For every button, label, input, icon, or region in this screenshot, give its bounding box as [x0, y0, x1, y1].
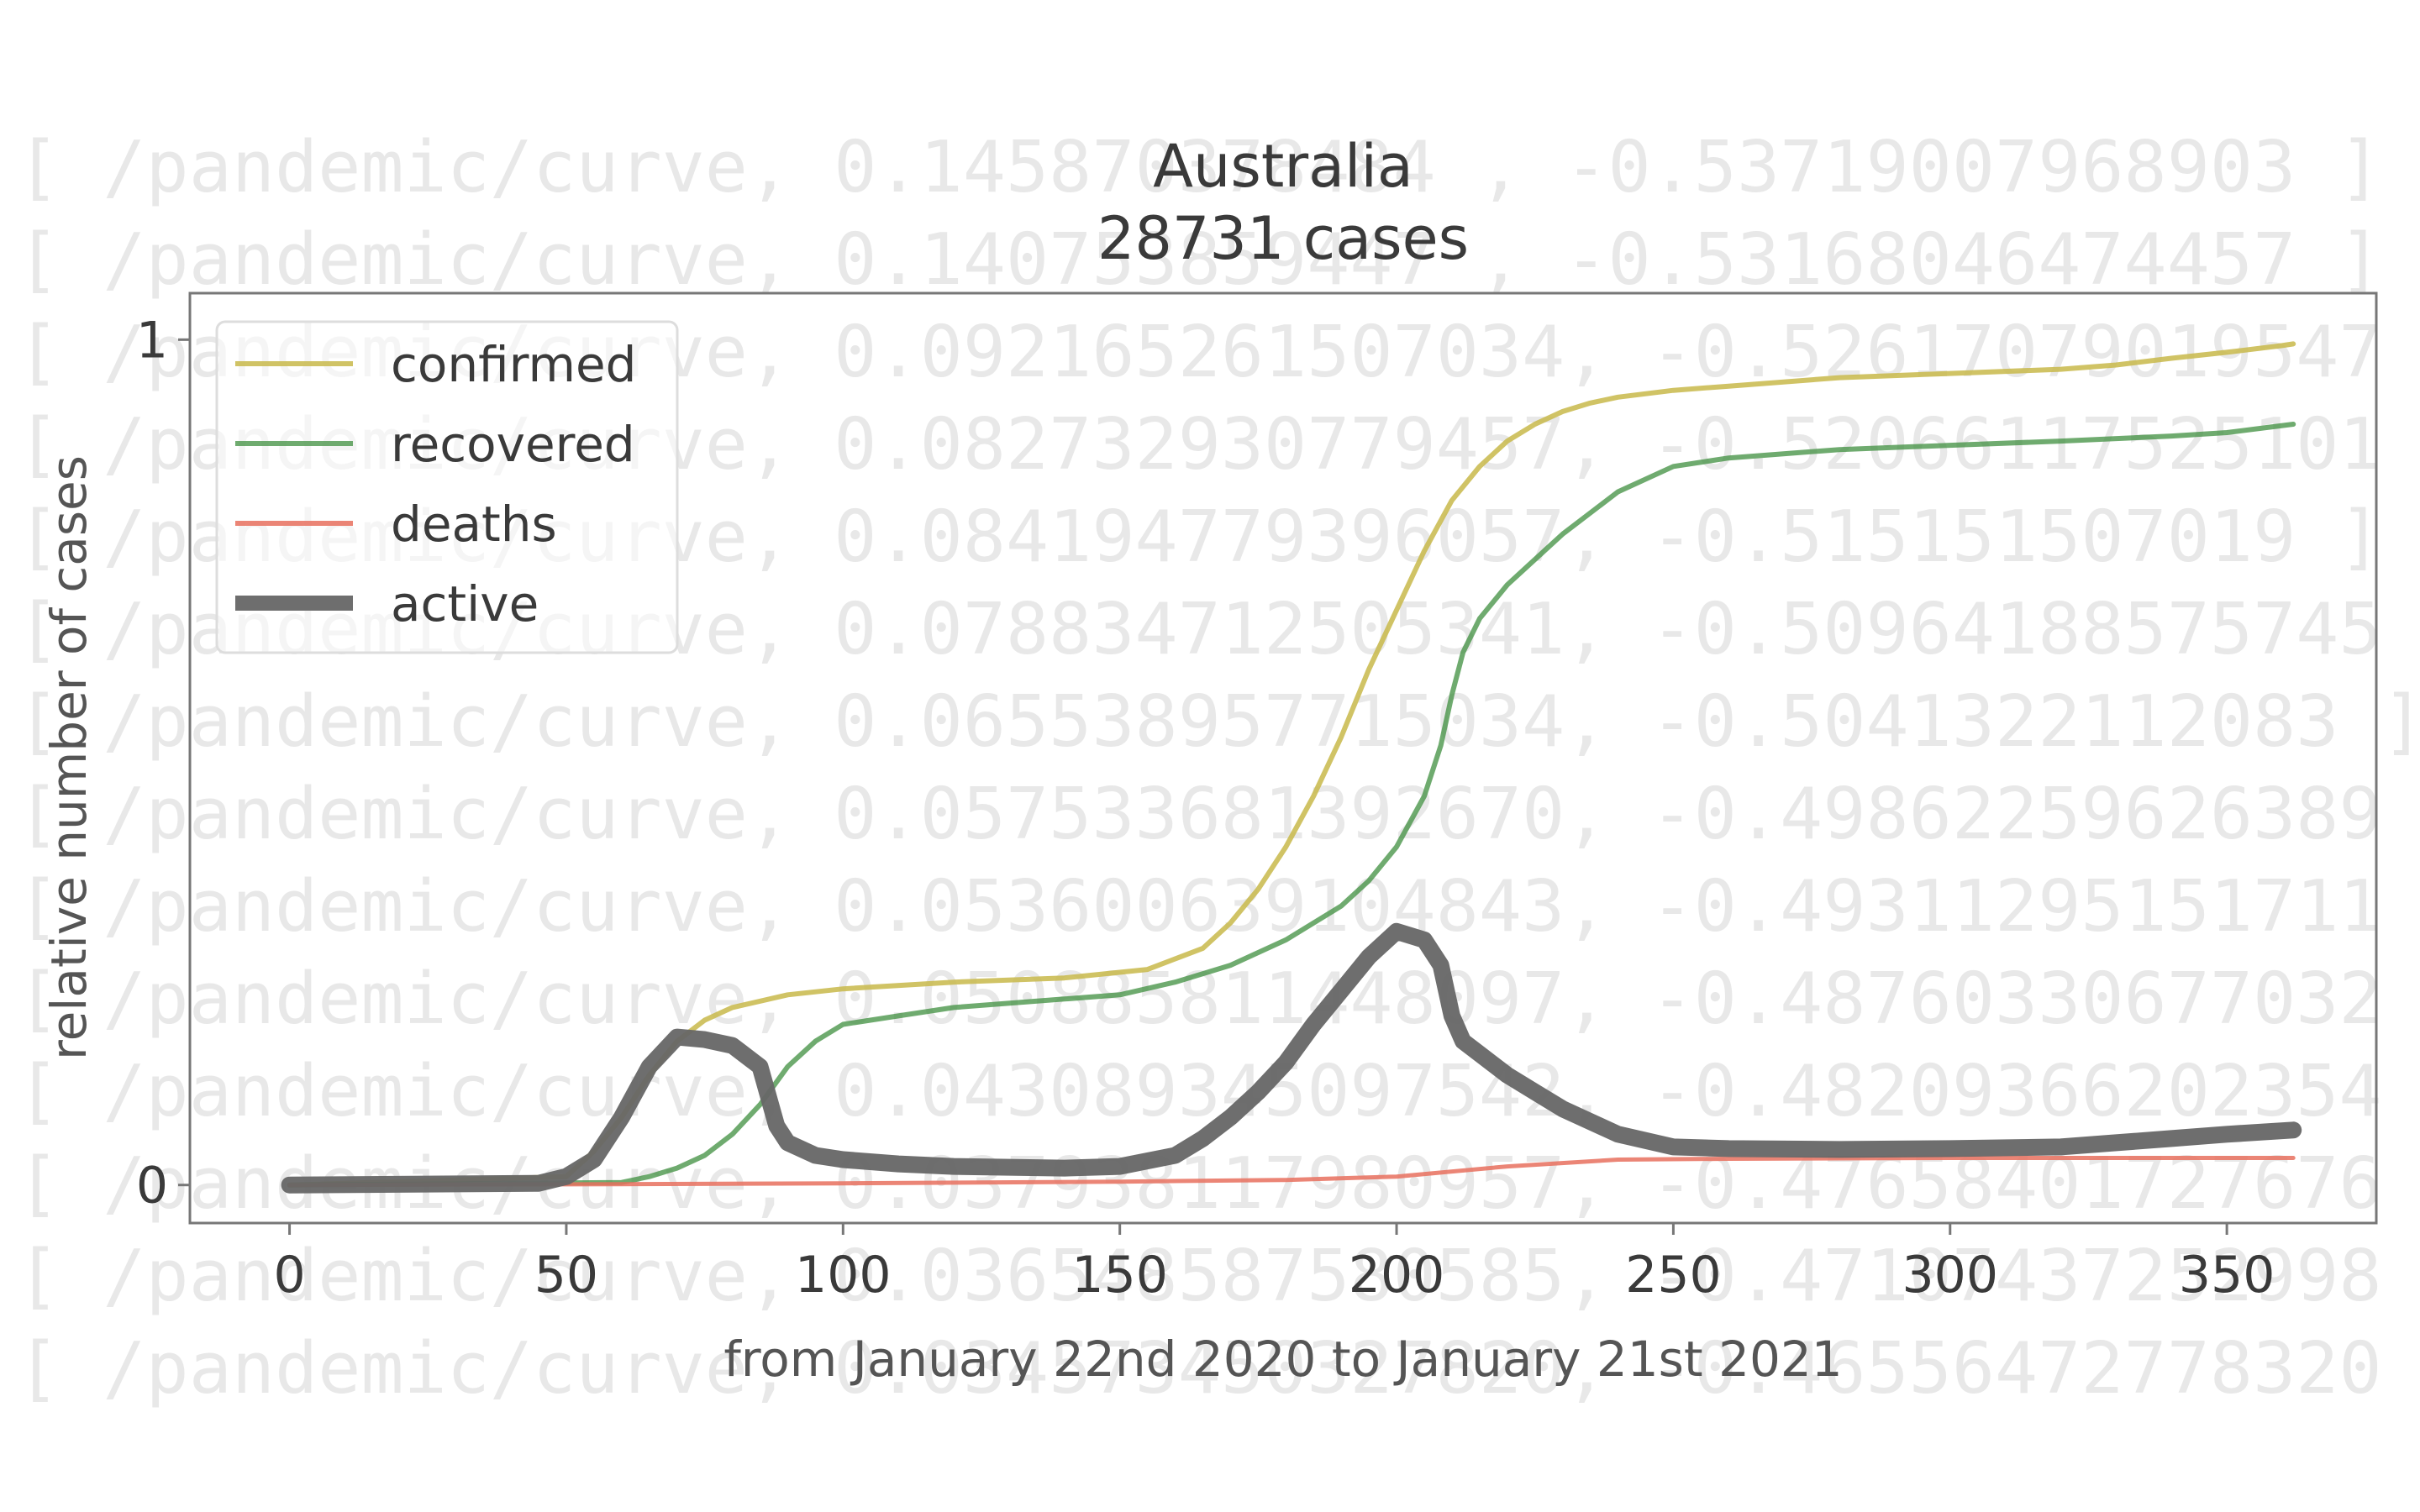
series-line-recovered [287, 422, 2296, 1188]
chart-title: Australia [1153, 132, 1413, 201]
x-tick-label: 0 [273, 1246, 305, 1305]
series-layer [281, 341, 2302, 1194]
x-axis-label: from January 22nd 2020 to January 21st 2… [723, 1331, 1842, 1388]
background-code-line: [ /pandemic/curve, 0.145870378484 , -0.5… [17, 126, 2382, 209]
background-code-line: [ /pandemic/curve, 0.140753859447 , -0.5… [17, 218, 2382, 302]
y-tick-label: 0 [136, 1157, 168, 1215]
legend-box [215, 320, 679, 654]
plot-frame [188, 291, 2378, 1225]
background-code-text: [ /pandemic/curve, 0.145870378484 , -0.5… [17, 126, 2420, 1410]
background-code-line: [ /pandemic/curve, 0.065538957715034, -0… [17, 680, 2420, 764]
background-code-line: [ /pandemic/curve, 0.057533681392670, -0… [17, 773, 2420, 856]
legend-label-active: active [391, 575, 539, 633]
legend-label-deaths: deaths [391, 496, 557, 553]
series-line-deaths [287, 1156, 2296, 1188]
y-axis-ticks: 01 [136, 311, 190, 1215]
background-code-line: [ /pandemic/curve, 0.036548587580585, -0… [17, 1235, 2420, 1318]
x-tick-label: 250 [1625, 1246, 1722, 1305]
series-line-active [281, 922, 2302, 1194]
legend-label-confirmed: confirmed [391, 336, 637, 393]
background-code-line: [ /pandemic/curve, 0.034573450327820, -0… [17, 1327, 2420, 1410]
x-tick-label: 150 [1071, 1246, 1168, 1305]
x-tick-label: 350 [2179, 1246, 2275, 1305]
series-line-confirmed [287, 341, 2296, 1188]
x-tick-label: 200 [1349, 1246, 1445, 1305]
chart-subtitle: 28731 cases [1097, 204, 1469, 273]
x-tick-label: 300 [1902, 1246, 1999, 1305]
x-tick-label: 100 [795, 1246, 892, 1305]
x-axis-ticks: 0 50 100 150 200 250 300 350 [273, 1223, 2275, 1305]
x-tick-label: 50 [534, 1246, 598, 1305]
legend: confirmed recovered deaths active [215, 320, 679, 654]
legend-label-recovered: recovered [391, 416, 635, 473]
y-tick-label: 1 [136, 311, 168, 370]
y-axis-label: relative number of cases [40, 455, 97, 1060]
